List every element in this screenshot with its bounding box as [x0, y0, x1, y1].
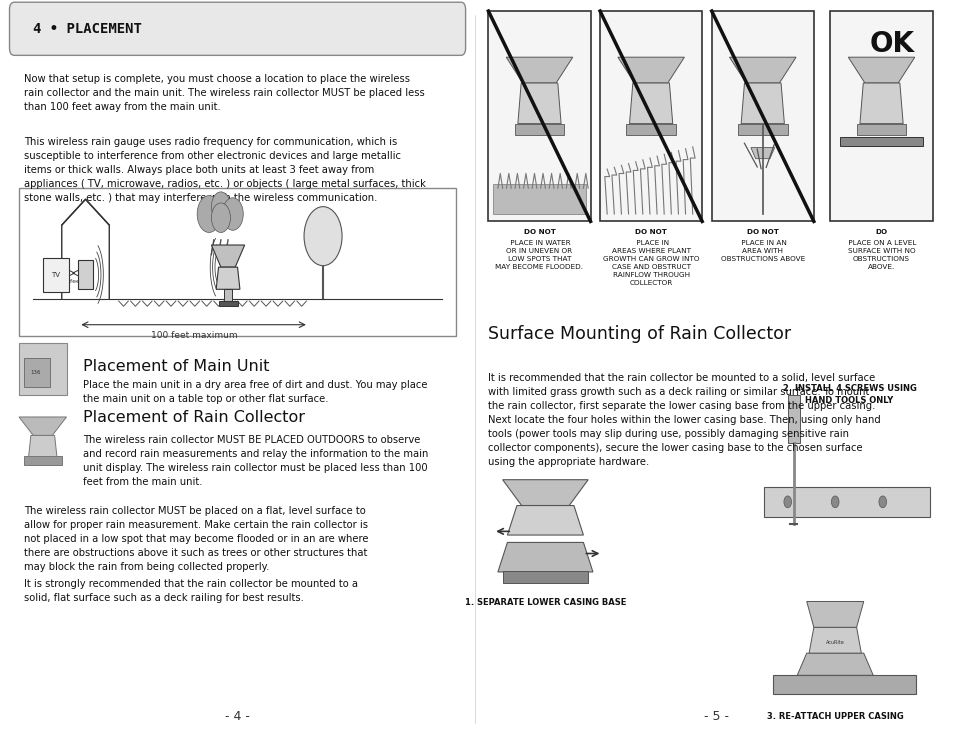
Polygon shape [216, 267, 239, 289]
Text: Place the main unit in a dry area free of dirt and dust. You may place
the main : Place the main unit in a dry area free o… [83, 380, 427, 404]
Text: 3. RE-ATTACH UPPER CASING: 3. RE-ATTACH UPPER CASING [766, 712, 902, 721]
Polygon shape [19, 417, 67, 435]
Circle shape [212, 203, 231, 232]
Text: Placement of Rain Collector: Placement of Rain Collector [83, 410, 305, 425]
Text: 3 feet: 3 feet [65, 279, 83, 284]
Text: 136: 136 [30, 370, 41, 375]
Bar [625, 123, 676, 135]
Text: 2. INSTALL 4 SCREWS USING
HAND TOOLS ONLY: 2. INSTALL 4 SCREWS USING HAND TOOLS ONL… [781, 384, 916, 404]
Bar [763, 487, 929, 517]
Circle shape [831, 496, 838, 508]
Text: DO: DO [875, 229, 886, 235]
Text: - 4 -: - 4 - [225, 710, 250, 723]
Polygon shape [629, 83, 672, 124]
Text: It is strongly recommended that the rain collector be mounted to a
solid, flat s: It is strongly recommended that the rain… [24, 579, 357, 604]
Bar [514, 123, 564, 135]
Bar [773, 675, 915, 694]
Text: TV: TV [51, 272, 60, 278]
Polygon shape [497, 542, 593, 572]
Polygon shape [750, 148, 774, 159]
Polygon shape [517, 83, 560, 124]
Text: Surface Mounting of Rain Collector: Surface Mounting of Rain Collector [488, 325, 791, 342]
Bar [24, 456, 62, 465]
FancyBboxPatch shape [10, 2, 465, 55]
Polygon shape [502, 480, 588, 506]
Text: 4 • PLACEMENT: 4 • PLACEMENT [33, 22, 142, 35]
Circle shape [212, 192, 231, 221]
Polygon shape [806, 601, 862, 627]
Text: DO NOT: DO NOT [746, 229, 778, 235]
Bar [19, 343, 67, 395]
Bar [711, 11, 813, 221]
Polygon shape [740, 83, 783, 124]
Polygon shape [808, 627, 861, 653]
Polygon shape [797, 653, 872, 675]
Polygon shape [618, 58, 683, 83]
Circle shape [878, 496, 885, 508]
Bar [839, 137, 923, 146]
Polygon shape [859, 83, 902, 124]
Bar [43, 258, 69, 292]
Bar [488, 11, 590, 221]
Bar [224, 289, 232, 304]
Polygon shape [729, 58, 795, 83]
Text: The wireless rain collector MUST be placed on a flat, level surface to
allow for: The wireless rain collector MUST be plac… [24, 506, 368, 571]
Text: AcuRite: AcuRite [825, 640, 843, 644]
Text: DO NOT: DO NOT [523, 229, 555, 235]
Text: It is recommended that the rain collector be mounted to a solid, level surface
w: It is recommended that the rain collecto… [488, 373, 881, 466]
Bar [830, 11, 932, 221]
Bar [856, 123, 905, 135]
Text: Placement of Main Unit: Placement of Main Unit [83, 359, 270, 374]
Circle shape [222, 198, 243, 230]
Text: PLACE IN WATER
OR IN UNEVEN OR
LOW SPOTS THAT
MAY BECOME FLOODED.: PLACE IN WATER OR IN UNEVEN OR LOW SPOTS… [495, 240, 583, 270]
Text: Now that setup is complete, you must choose a location to place the wireless
rai: Now that setup is complete, you must cho… [24, 74, 424, 111]
Circle shape [783, 496, 791, 508]
Bar [787, 395, 799, 443]
Text: PLACE ON A LEVEL
SURFACE WITH NO
OBSTRUCTIONS
ABOVE.: PLACE ON A LEVEL SURFACE WITH NO OBSTRUC… [845, 240, 916, 270]
Polygon shape [506, 58, 572, 83]
Polygon shape [212, 245, 244, 267]
Bar [78, 260, 92, 289]
Bar [493, 184, 585, 214]
Circle shape [197, 196, 221, 232]
Text: 1. SEPARATE LOWER CASING BASE: 1. SEPARATE LOWER CASING BASE [464, 598, 625, 607]
Text: PLACE IN AN
AREA WITH
OBSTRUCTIONS ABOVE: PLACE IN AN AREA WITH OBSTRUCTIONS ABOVE [720, 240, 804, 262]
Bar [502, 571, 588, 583]
Circle shape [304, 207, 342, 266]
Text: PLACE IN
AREAS WHERE PLANT
GROWTH CAN GROW INTO
CASE AND OBSTRUCT
RAINFLOW THROU: PLACE IN AREAS WHERE PLANT GROWTH CAN GR… [602, 240, 699, 286]
Bar [737, 123, 787, 135]
Polygon shape [507, 506, 583, 535]
Bar [599, 11, 701, 221]
Polygon shape [29, 435, 57, 458]
Bar [24, 358, 50, 387]
Text: The wireless rain collector MUST BE PLACED OUTDOORS to observe
and record rain m: The wireless rain collector MUST BE PLAC… [83, 435, 428, 487]
Text: This wireless rain gauge uses radio frequency for communication, which is
suscep: This wireless rain gauge uses radio freq… [24, 137, 425, 202]
Bar [19, 188, 456, 336]
Text: DO NOT: DO NOT [635, 229, 666, 235]
Text: OK: OK [868, 30, 913, 58]
Text: - 5 -: - 5 - [703, 710, 728, 723]
Polygon shape [847, 58, 914, 83]
Text: 100 feet maximum: 100 feet maximum [152, 331, 238, 339]
Bar [218, 301, 237, 306]
